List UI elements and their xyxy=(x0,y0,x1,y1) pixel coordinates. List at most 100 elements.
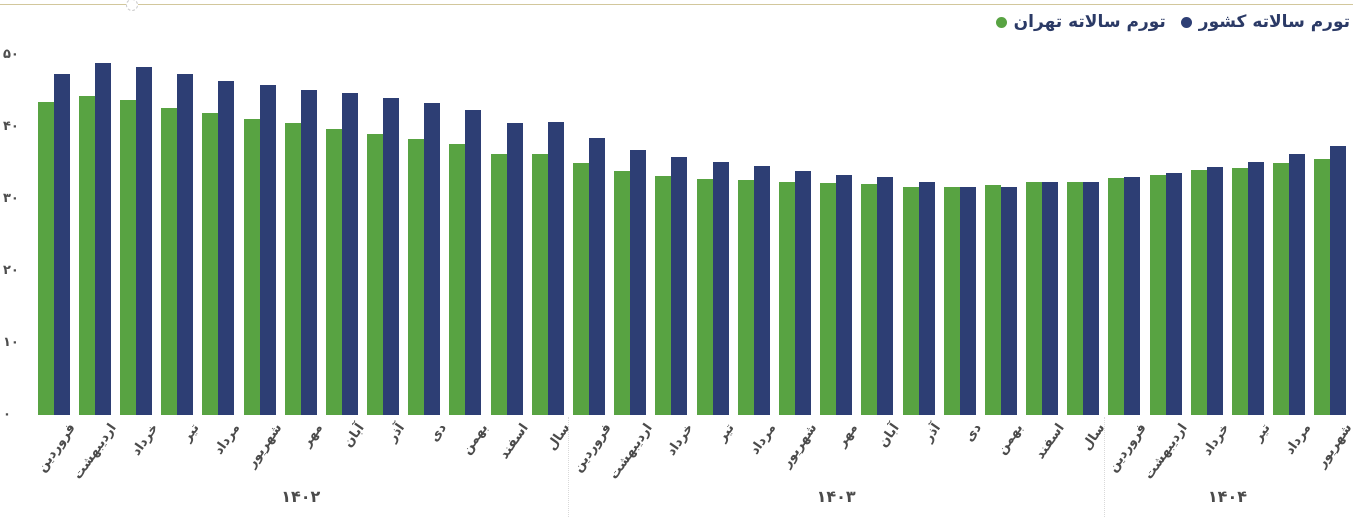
legend-label-tehran: تورم سالاته تهران xyxy=(1013,12,1166,32)
y-tick-label: ۳۰ xyxy=(3,191,19,206)
drag-handle-icon[interactable] xyxy=(126,0,138,11)
x-axis-label: دی xyxy=(426,421,450,445)
bar-tehran xyxy=(1108,178,1125,415)
legend-item-tehran[interactable]: تورم سالاته تهران xyxy=(995,12,1166,32)
x-axis-label: خرداد xyxy=(664,421,697,459)
bar-pair: فروردین xyxy=(568,55,614,475)
bar-pair: مرداد xyxy=(198,55,244,457)
bar-country xyxy=(836,174,853,415)
bar-tehran xyxy=(202,113,219,415)
bar-pair: مرداد xyxy=(733,55,779,457)
bar-country xyxy=(506,122,523,415)
x-axis-label: فروردین xyxy=(34,421,79,476)
x-axis-label: خرداد xyxy=(1199,421,1233,459)
bar-pair: دی xyxy=(404,55,450,445)
bar-tehran xyxy=(449,144,466,415)
bar-pair: آذر xyxy=(363,55,408,445)
bar-pair: شهریور xyxy=(774,55,820,471)
bar-pair: تیر xyxy=(1227,55,1273,445)
bar-pair: اردیبهشت xyxy=(606,55,656,482)
x-axis-label: آبان xyxy=(875,421,903,451)
x-axis-label: شهریور xyxy=(243,421,285,471)
bar-country xyxy=(547,121,564,415)
y-tick-label: ۰ xyxy=(3,407,11,422)
bar-tehran xyxy=(1149,174,1166,415)
x-axis-label: شهریور xyxy=(779,421,821,471)
bar-pair: آبان xyxy=(857,55,903,450)
bar-pair: بهمن xyxy=(445,55,491,457)
bar-pair: اردیبهشت xyxy=(71,55,120,482)
bar-tehran xyxy=(490,153,507,415)
bar-pair: تیر xyxy=(692,55,738,445)
bar-country xyxy=(877,177,894,415)
bar-country xyxy=(53,73,70,415)
x-axis-label: شهریور xyxy=(1314,421,1353,471)
bar-tehran xyxy=(696,178,713,415)
bar-tehran xyxy=(531,154,548,415)
bar-tehran xyxy=(1314,158,1331,415)
x-axis-label: مرداد xyxy=(747,421,780,458)
bar-pair: خرداد xyxy=(651,55,697,458)
bar-country xyxy=(918,182,935,415)
bar-tehran xyxy=(861,183,878,415)
x-axis-label: آذر xyxy=(920,421,944,445)
bar-country xyxy=(259,85,276,415)
bar-tehran xyxy=(119,100,136,415)
x-axis-label: مهر xyxy=(834,421,862,450)
legend-swatch-tehran-circle-icon xyxy=(995,16,1007,28)
bar-pair: سال xyxy=(1063,55,1109,453)
bar-country xyxy=(1042,182,1059,415)
bar-tehran xyxy=(614,170,631,415)
bar-pair: مهر xyxy=(816,55,861,450)
bar-pair: بهمن xyxy=(980,55,1026,457)
x-axis-label: مرداد xyxy=(1282,421,1315,458)
bar-country xyxy=(589,137,606,415)
y-tick-label: ۴۰ xyxy=(3,119,19,134)
bar-country xyxy=(1330,145,1347,415)
bar-tehran xyxy=(1067,181,1084,415)
x-axis-label: آذر xyxy=(385,421,409,445)
bar-tehran xyxy=(1190,170,1207,415)
bar-pair: آبان xyxy=(321,55,367,450)
bar-tehran xyxy=(37,101,54,415)
bar-tehran xyxy=(943,187,960,415)
bar-pair: مرداد xyxy=(1269,55,1315,457)
bar-pair: اردیبهشت xyxy=(1142,55,1191,482)
x-axis-label: مهر xyxy=(299,421,327,450)
bar-pair: تیر xyxy=(157,55,202,445)
bar-pair: دی xyxy=(939,55,985,445)
bar-country xyxy=(465,110,482,415)
bar-pair: فروردین xyxy=(1104,55,1150,475)
x-axis-label: فروردین xyxy=(570,421,615,476)
legend: تورم سالاته کشور تورم سالاته تهران xyxy=(995,12,1350,32)
bar-tehran xyxy=(737,180,754,415)
bar-pair: شهریور xyxy=(239,55,285,471)
bar-country xyxy=(383,98,400,415)
bar-country xyxy=(1165,173,1182,415)
x-axis-label: تیر xyxy=(179,421,203,445)
bar-country xyxy=(1083,182,1100,415)
bar-country xyxy=(1000,186,1017,415)
year-group-separator xyxy=(1103,417,1105,517)
legend-item-country[interactable]: تورم سالاته کشور xyxy=(1180,12,1350,32)
top-divider xyxy=(0,4,1353,5)
bar-tehran xyxy=(902,186,919,415)
bar-tehran xyxy=(655,175,672,415)
x-axis-label: دی xyxy=(962,421,986,445)
bar-tehran xyxy=(78,96,95,415)
bar-tehran xyxy=(984,184,1001,415)
x-axis-label: مرداد xyxy=(211,421,244,458)
bar-country xyxy=(94,62,111,415)
x-axis-label: تیر xyxy=(715,421,738,445)
x-axis-label: فروردین xyxy=(1105,421,1150,476)
bar-tehran xyxy=(820,183,837,415)
bar-pair: سال xyxy=(527,55,573,453)
x-axis-label: خرداد xyxy=(128,421,162,459)
y-tick-label: ۲۰ xyxy=(3,263,19,278)
bar-country xyxy=(177,73,194,415)
x-axis-label: آبان xyxy=(340,421,368,451)
bar-country xyxy=(135,67,152,415)
bar-pair: شهریور xyxy=(1310,55,1353,471)
